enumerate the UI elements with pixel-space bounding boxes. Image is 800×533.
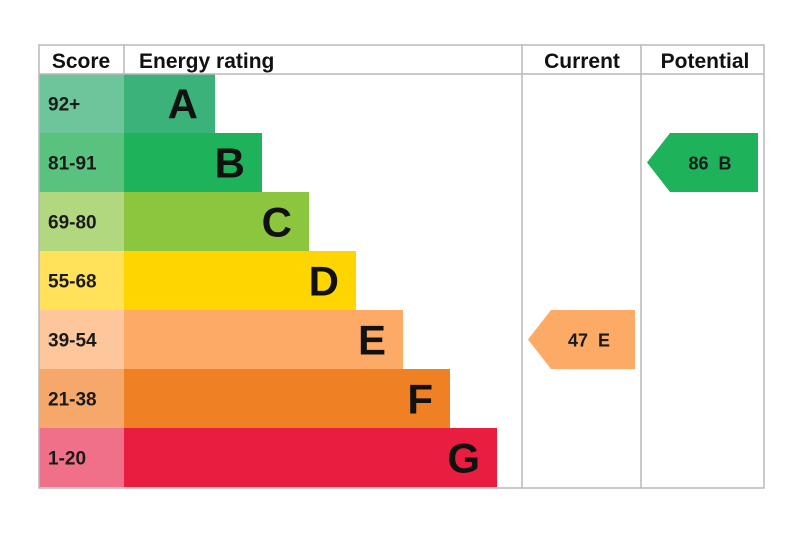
rating-letter-a: A [168,81,198,128]
current-arrow [528,310,635,369]
table-border [38,44,765,489]
score-cell-f [39,369,124,428]
rating-bar-a [124,74,215,133]
score-range-d: 55-68 [48,272,97,293]
rating-letter-f: F [407,376,433,423]
score-header: Score [52,50,110,73]
score-range-g: 1-20 [48,449,86,470]
potential-arrow [647,133,758,192]
score-cell-b [39,133,124,192]
score-cell-e [39,310,124,369]
score-cell-g [39,428,124,487]
potential-rating-label: 86 B [688,154,731,174]
rating-letter-b: B [215,140,245,187]
score-range-a: 92+ [48,95,80,116]
rating-bar-b [124,133,262,192]
bands-layer: 92+ A 81-91 B 69-80 C 55-68 D 39-54 E 21-38 F 1-20 G [39,74,497,487]
rating-bar-g [124,428,497,487]
score-range-c: 69-80 [48,213,97,234]
score-cell-d [39,251,124,310]
grid-layer [38,44,765,489]
current-rating-label: 47 E [568,331,610,351]
score-cell-a [39,74,124,133]
potential-header: Potential [661,50,750,73]
rating-bar-e [124,310,403,369]
rating-bar-f [124,369,450,428]
score-range-e: 39-54 [48,331,97,352]
energy-rating-header: Energy rating [139,50,274,73]
current-header: Current [544,50,620,73]
rating-letter-e: E [358,317,386,364]
rating-letter-d: D [309,258,339,305]
rating-letter-g: G [447,435,480,482]
score-cell-c [39,192,124,251]
rating-bar-d [124,251,356,310]
score-range-f: 21-38 [48,390,97,411]
arrows-layer: 47 E 86 B [528,133,758,369]
score-range-b: 81-91 [48,154,97,175]
header-row: Score Energy rating Current Potential [52,50,750,73]
rating-bar-c [124,192,309,251]
rating-letter-c: C [262,199,292,246]
